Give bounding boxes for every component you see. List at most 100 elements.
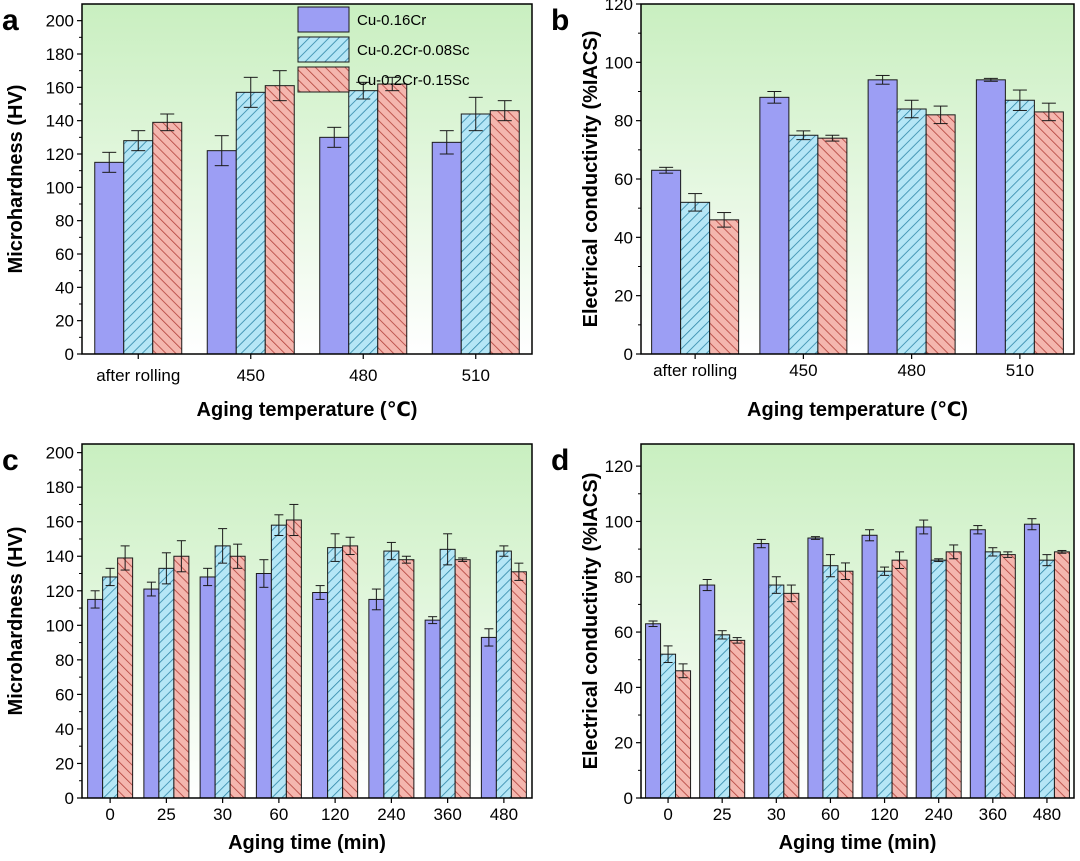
y-tick-label: 60 [55, 245, 74, 264]
error-bar-d-s1-c5 [934, 558, 944, 563]
error-bar-c-s0-c4 [315, 585, 325, 600]
x-tick-label: 120 [870, 805, 898, 824]
bar-b-s0-c3 [975, 79, 1006, 355]
error-bar-c-s2-c2 [233, 543, 243, 569]
panel-letter: a [2, 4, 19, 37]
bar-a-s2-c3 [489, 110, 520, 355]
error-bar-d-s0-c0 [648, 620, 658, 628]
bar-d-s2-c2 [783, 592, 800, 799]
bar-c-s1-c0 [102, 576, 119, 799]
y-tick-label: 20 [614, 734, 633, 753]
error-bar-a-s2-c0 [160, 113, 175, 132]
bar-d-s1-c4 [876, 570, 893, 799]
x-tick-label: 480 [349, 366, 377, 385]
error-bar-c-s0-c7 [484, 628, 494, 647]
error-bar-c-s0-c2 [203, 567, 213, 587]
x-axis-title: Aging time (min) [779, 832, 937, 854]
bar-b-s1-c1 [788, 134, 819, 355]
error-bar-c-s2-c0 [120, 545, 130, 571]
error-bar-d-s1-c7 [1042, 554, 1052, 567]
bar-c-s1-c6 [439, 548, 456, 799]
error-bar-c-s2-c3 [289, 503, 299, 537]
bar-c-s2-c7 [510, 571, 527, 799]
bar-c-s2-c4 [342, 545, 359, 799]
plot-frame [640, 3, 1075, 355]
bar-d-s0-c3 [807, 537, 824, 799]
bar-d-s2-c6 [999, 554, 1016, 799]
y-tick-label: 40 [614, 228, 633, 247]
error-bar-a-s0-c2 [327, 126, 342, 148]
error-bar-a-s2-c2 [385, 76, 400, 92]
x-tick-label: 60 [269, 805, 288, 824]
error-bar-d-s1-c6 [988, 547, 998, 557]
bar-b-s1-c3 [1004, 99, 1035, 355]
y-tick-label: 60 [614, 170, 633, 189]
bar-d-s1-c0 [660, 653, 677, 799]
error-bar-d-s2-c6 [1003, 551, 1013, 558]
bar-c-s0-c0 [87, 598, 104, 799]
legend-label-0: Cu-0.16Cr [357, 12, 426, 29]
bar-c-s0-c6 [424, 619, 441, 799]
error-bar-d-s0-c2 [756, 538, 766, 549]
y-tick-label: 100 [46, 616, 74, 635]
chart-panel-b: after rolling 450 480 510 0 20 40 60 80 100 120 Agi… [551, 0, 1075, 421]
y-tick-label: 0 [65, 345, 74, 364]
y-tick-label: 0 [624, 345, 633, 364]
error-bar-c-s2-c1 [176, 540, 186, 573]
y-tick-label: 20 [55, 312, 74, 331]
chart-panel-a: after rolling 450 480 510 0 20 40 60 80 100 120 140… [2, 3, 533, 421]
bar-d-s2-c0 [675, 670, 692, 799]
panel-letter: c [2, 444, 19, 477]
y-tick-label: 120 [605, 457, 633, 476]
error-bar-b-s2-c3 [1041, 102, 1056, 122]
plot-frame [81, 443, 533, 799]
bar-a-s1-c3 [460, 113, 491, 355]
x-axis-title: Aging temperature (℃) [197, 399, 418, 421]
bar-c-s0-c2 [199, 576, 216, 799]
error-bar-d-s1-c2 [771, 576, 781, 594]
y-axis-title: Microhardness (HV) [5, 527, 27, 716]
error-bar-a-s1-c0 [131, 130, 146, 152]
y-tick-label: 120 [46, 145, 74, 164]
y-tick-label: 160 [46, 78, 74, 97]
bar-b-s2-c1 [817, 137, 848, 355]
x-tick-label: 510 [462, 366, 490, 385]
bar-c-s0-c3 [255, 573, 272, 799]
y-tick-label: 20 [614, 287, 633, 306]
y-tick-label: 120 [605, 0, 633, 14]
bar-d-s1-c1 [714, 634, 731, 799]
bar-d-s2-c4 [891, 559, 908, 799]
plot-frame [640, 443, 1075, 799]
y-tick-label: 200 [46, 12, 74, 31]
error-bar-c-s1-c0 [105, 567, 115, 587]
error-bar-d-s2-c5 [949, 544, 959, 560]
y-tick-label: 140 [46, 112, 74, 131]
x-tick-label: 480 [1033, 805, 1061, 824]
y-tick-label: 60 [614, 623, 633, 642]
y-tick-label: 20 [55, 754, 74, 773]
panel-letter: b [551, 4, 569, 37]
y-tick-label: 140 [46, 547, 74, 566]
error-bar-c-s0-c5 [371, 588, 381, 611]
error-bar-d-s1-c4 [880, 566, 890, 576]
bar-d-s0-c4 [861, 534, 878, 799]
x-tick-label: 360 [433, 805, 461, 824]
y-tick-label: 80 [614, 112, 633, 131]
error-bar-c-s0-c0 [90, 590, 100, 609]
y-tick-label: 120 [46, 582, 74, 601]
y-tick-label: 40 [55, 720, 74, 739]
bar-c-s2-c3 [285, 519, 302, 799]
error-bar-a-s2-c1 [272, 70, 287, 102]
error-bar-b-s2-c0 [717, 212, 732, 228]
error-bar-c-s2-c6 [458, 557, 468, 562]
bar-d-s1-c7 [1038, 559, 1055, 799]
x-tick-label: 510 [1006, 361, 1034, 380]
x-axis-title: Aging temperature (℃) [747, 399, 968, 421]
y-tick-label: 180 [46, 478, 74, 497]
plot-frame [81, 3, 533, 355]
bar-d-s2-c1 [729, 639, 746, 799]
bar-a-s1-c2 [348, 90, 379, 355]
bar-b-s1-c2 [896, 108, 927, 355]
bar-a-s0-c1 [206, 150, 237, 355]
x-tick-label: 0 [105, 805, 114, 824]
